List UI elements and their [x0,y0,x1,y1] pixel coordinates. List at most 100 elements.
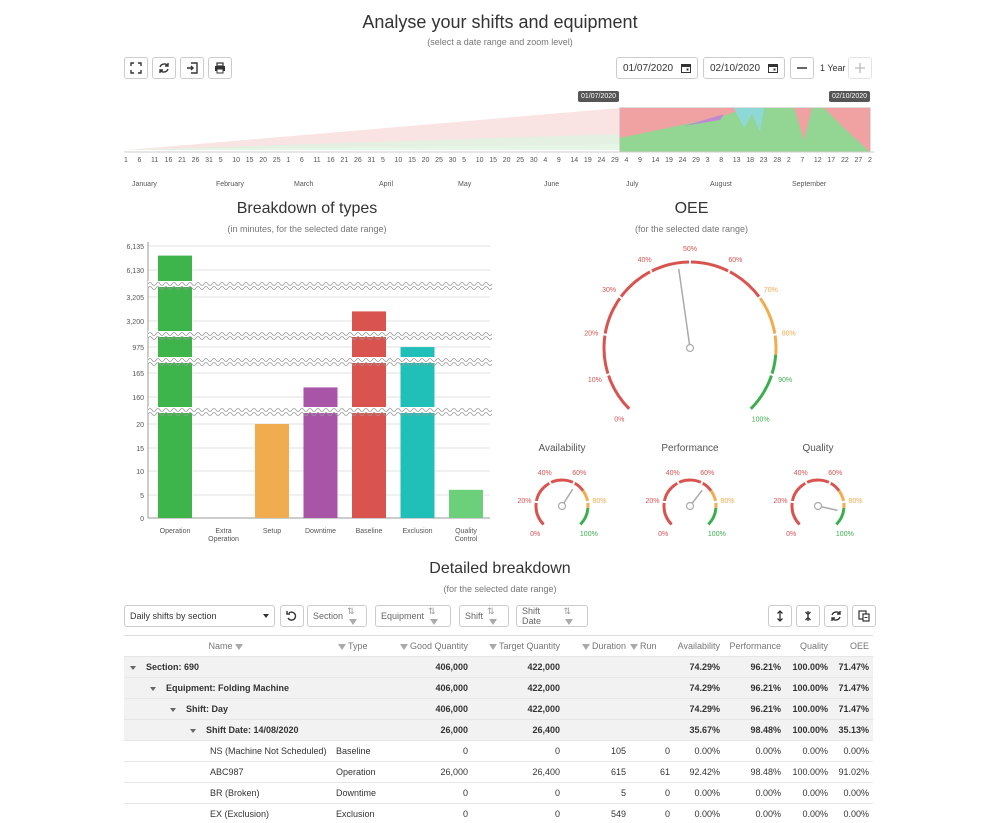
navigator-tick-label: 25 [516,157,525,164]
expand-caret-icon[interactable] [130,665,136,670]
date-from-input[interactable]: 01/07/2020 [616,57,698,79]
group-chip-equipment[interactable]: Equipment ⇅ [375,605,451,627]
column-header-label: OEE [849,641,869,651]
expand-all-button[interactable] [768,605,792,627]
table-row[interactable]: BR (Broken) Downtime 0 0 5 0 0.00% 0.00% 0.00% 0.… [124,783,873,804]
cell-target: 422,000 [527,662,560,672]
navigator-tick-row: 1 6 11 16 21 26 31 5 10 15 20 25 1 6 11 16 21 26 31 5 10 15 20… [124,157,874,167]
column-header-name[interactable]: Name [124,636,329,657]
group-row[interactable]: Equipment: Folding Machine 406,000 422,000… [124,678,873,699]
cell-type [336,699,400,720]
table-row[interactable]: EX (Exclusion) Exclusion 0 0 549 0 0.00% 0.00% 0… [124,804,873,823]
column-header-target-quantity[interactable]: Target Quantity [474,636,560,657]
zoom-out-button[interactable] [790,57,814,79]
oee-main-gauge-scale-label: 0% [614,417,624,424]
cell-duration: 105 [610,746,626,756]
filter-icon[interactable] [234,643,243,650]
date-navigator[interactable] [124,86,874,156]
column-header-good-quantity[interactable]: Good Quantity [396,636,468,657]
sort-filter-icon[interactable]: ⇅ [563,606,582,627]
cell-perf: 0.00% [755,746,781,756]
navigator-tick-label: 25 [435,157,443,164]
cell-target: 422,000 [527,683,560,693]
cell-name: BR (Broken) [210,788,260,798]
bar-setup[interactable] [255,424,289,518]
fullscreen-button[interactable] [124,57,148,79]
quality-gauge-needle-pivot [813,501,823,511]
expand-caret-icon[interactable] [170,707,176,712]
grouping-select[interactable]: Daily shifts by section [124,605,275,627]
table-row[interactable]: ABC987 Operation 26,000 26,400 615 61 92.42% 98… [124,762,873,783]
filter-icon[interactable] [338,643,346,650]
bar-downtime[interactable] [303,387,338,518]
filter-icon[interactable] [488,643,497,650]
group-row[interactable]: Shift: Day 406,000 422,000 74.29% 96.21% 100.… [124,699,873,720]
navigator-tick-label: 5 [381,157,385,164]
column-header-run[interactable]: Run [628,636,670,657]
navigator-tick-label: 29 [692,157,700,164]
collapse-all-button[interactable] [796,605,820,627]
group-chip-shift[interactable]: Shift ⇅ [459,605,509,627]
navigator-month-label: August [710,181,732,188]
group-row[interactable]: Shift Date: 14/08/2020 26,000 26,400 35.67%… [124,720,873,741]
quality-gauge-tick [840,500,847,504]
navigator-tick-label: 7 [800,157,805,164]
availability-gauge-band-orange [581,489,590,509]
availability-gauge-scale-label: 0% [530,531,540,538]
print-button[interactable] [208,57,232,79]
table-row[interactable]: NS (Machine Not Scheduled) Baseline 0 0 105 0… [124,741,873,762]
cell-perf: 96.21% [750,683,781,693]
group-row[interactable]: Section: 690 406,000 422,000 74.29% 96.21% 10… [124,657,873,678]
cell-name: EX (Exclusion) [210,809,270,819]
cell-run [628,720,670,741]
cell-avail: 0.00% [694,746,720,756]
column-header-duration[interactable]: Duration [564,636,626,657]
date-to-input[interactable]: 02/10/2020 [703,57,785,79]
refresh-button[interactable] [152,57,176,79]
expand-caret-icon[interactable] [190,728,196,733]
filter-icon[interactable] [630,643,638,650]
navigator-tick-label: 3 [705,157,710,164]
filter-icon[interactable] [399,643,408,650]
column-chooser-button[interactable] [852,605,876,627]
performance-gauge-band-orange [709,489,718,509]
column-header-oee[interactable]: OEE [830,636,869,657]
table-refresh-button[interactable] [824,605,848,627]
navigator-month-label: February [216,181,245,188]
scale-break-band [148,331,490,337]
bar-quality-control[interactable] [449,489,483,518]
reset-grouping-button[interactable] [280,605,304,627]
column-header-type[interactable]: Type [336,636,400,657]
column-header-label: Target Quantity [498,641,560,651]
cell-oee: 35.13% [838,725,869,735]
cell-type: Downtime [336,788,377,798]
refresh-icon [159,63,169,73]
group-chip-section[interactable]: Section ⇅ [307,605,367,627]
navigator-tick-label: 22 [840,157,849,164]
column-header-availability[interactable]: Availability [673,636,720,657]
undo-icon [286,611,297,621]
group-chip-shift-date[interactable]: Shift Date ⇅ [516,605,588,627]
cell-qual: 0.00% [802,788,828,798]
bar-operation[interactable] [158,255,192,518]
scale-break-line [147,332,493,336]
expand-caret-icon[interactable] [150,686,156,691]
cell-name: NS (Machine Not Scheduled) [210,746,327,756]
column-header-performance[interactable]: Performance [724,636,781,657]
cell-avail: 92.42% [689,767,720,777]
filter-icon[interactable] [581,643,590,650]
zoom-in-button[interactable] [848,57,872,79]
breakdown-bar-chart: 6,135 6,130 3,205 3,200 975 165 160 20 15 10 5 0 Ope… [126,242,493,543]
quality-gauge-tick [803,479,809,486]
bar-exclusion[interactable] [400,347,435,518]
navigator-tick-label: 21 [178,157,186,164]
cell-avail: 74.29% [689,704,720,714]
column-header-quality[interactable]: Quality [784,636,828,657]
sort-filter-icon[interactable]: ⇅ [487,606,503,627]
sort-filter-icon[interactable]: ⇅ [428,606,445,627]
sort-filter-icon[interactable]: ⇅ [347,606,361,627]
export-button[interactable] [180,57,204,79]
navigator-tick-label: 10 [475,157,484,164]
print-icon [215,62,225,74]
group-chip-label: Shift Date [522,606,542,626]
